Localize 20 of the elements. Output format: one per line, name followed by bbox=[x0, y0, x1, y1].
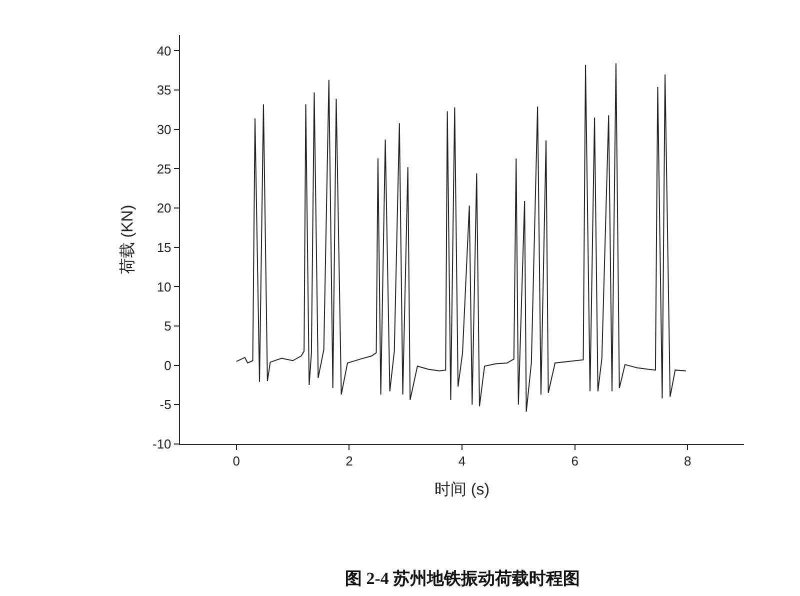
y-tick-label: -5 bbox=[160, 397, 172, 412]
y-tick-label: 20 bbox=[156, 200, 172, 216]
line-series bbox=[236, 62, 686, 412]
y-tick-label: 5 bbox=[164, 318, 172, 334]
y-tick-label: 10 bbox=[156, 279, 172, 294]
x-tick-label: 4 bbox=[458, 454, 466, 469]
y-tick-label: 35 bbox=[156, 82, 172, 98]
caption: 图 2-4 苏州地铁振动荷载时程图 bbox=[345, 569, 580, 588]
x-axis-title: 时间 (s) bbox=[434, 480, 490, 498]
y-axis-title: 荷载 (KN) bbox=[118, 204, 136, 274]
y-tick-label: 25 bbox=[156, 161, 172, 176]
x-tick-label: 2 bbox=[346, 454, 353, 469]
y-tick-label: 0 bbox=[164, 358, 172, 373]
y-tick-label: 15 bbox=[156, 240, 172, 255]
x-tick-label: 8 bbox=[684, 454, 692, 469]
y-tick-label: 40 bbox=[156, 43, 172, 58]
x-tick-label: 0 bbox=[232, 454, 240, 469]
y-tick-label: 30 bbox=[156, 122, 172, 137]
x-tick-label: 6 bbox=[571, 454, 578, 469]
y-tick-label: -10 bbox=[152, 436, 172, 452]
